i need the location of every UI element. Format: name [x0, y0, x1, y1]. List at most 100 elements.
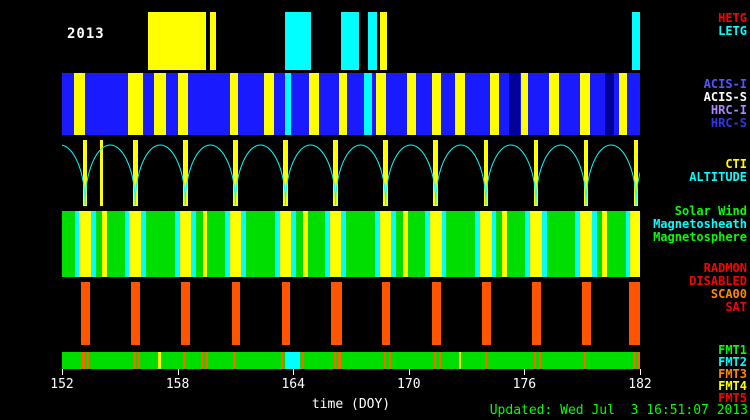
band-segment [281, 282, 291, 345]
band-segment [82, 140, 88, 206]
band-segment [525, 211, 531, 277]
tick-label: 158 [165, 377, 190, 392]
band-segment [147, 12, 206, 70]
band-segment [580, 73, 590, 135]
band-label-disabled: DISABLED [689, 274, 747, 288]
band-label-acis-s: ACIS-S [703, 90, 747, 104]
updated-timestamp: Updated: Wed Jul 3 16:51:07 2013 [489, 403, 748, 418]
band-segment [629, 282, 640, 345]
band-segment [177, 73, 189, 135]
band-segment [403, 211, 408, 277]
band-segment [582, 282, 591, 345]
band-segment [618, 73, 627, 135]
band-segment [191, 211, 196, 277]
band-segment [183, 352, 186, 369]
band-segment [480, 211, 492, 277]
band-segment [433, 352, 437, 369]
band-segment [138, 352, 141, 369]
band-segment [181, 282, 191, 345]
band-segment [520, 73, 529, 135]
band-segment [605, 73, 614, 135]
band-label-solar-wind: Solar Wind [674, 204, 747, 218]
band-segment [602, 211, 608, 277]
band-segment [438, 352, 441, 369]
band-radmon [62, 282, 640, 345]
band-telemetry-format [62, 352, 640, 369]
band-segment [140, 211, 146, 277]
band-segment [280, 352, 283, 369]
band-segment [324, 211, 330, 277]
band-segment [633, 140, 639, 206]
band-segment [383, 140, 388, 206]
band-segment [154, 73, 167, 135]
band-segment [79, 211, 91, 277]
band-segment [283, 140, 288, 206]
band-segment [638, 352, 640, 369]
band-segment [458, 352, 462, 369]
label-group-solar-wind: Solar Wind Magnetosheath Magnetosphere [653, 205, 747, 244]
band-segment [99, 140, 104, 206]
band-label-hetg: HETG [718, 11, 747, 25]
band-label-cti: CTI [725, 157, 747, 171]
band-segment [90, 211, 96, 277]
band-segment [233, 140, 238, 206]
band-segment [73, 73, 86, 135]
band-segment [530, 211, 542, 277]
band-segment [74, 211, 80, 277]
band-segment [455, 73, 465, 135]
band-segment [302, 211, 308, 277]
band-segment [241, 211, 246, 277]
label-group-radmon: RADMON DISABLED SCA00 SAT [689, 262, 747, 314]
band-label-fmt5: FMT5 [718, 391, 747, 405]
band-label-fmt4: FMT4 [718, 379, 747, 393]
band-segment [379, 12, 387, 70]
band-segment [406, 73, 417, 135]
x-axis-ticks [62, 369, 641, 375]
band-segment [532, 282, 541, 345]
band-segment [274, 211, 280, 277]
band-segment [502, 211, 508, 277]
band-segment [475, 211, 481, 277]
band-segment [433, 140, 439, 206]
band-label-sat: SAT [725, 300, 747, 314]
band-label-radmon: RADMON [703, 261, 747, 275]
band-segment [591, 211, 597, 277]
band-segment [484, 352, 488, 369]
label-group-gratings: HETG LETG [718, 12, 747, 38]
band-segment [333, 140, 338, 206]
tick-label: 182 [628, 377, 652, 392]
band-segment [534, 352, 537, 369]
band-segment [224, 211, 230, 277]
band-segment [541, 211, 547, 277]
band-segment [391, 211, 397, 277]
band-segment [483, 140, 489, 206]
band-segment [174, 211, 180, 277]
band-segment [132, 140, 138, 206]
band-segment [633, 352, 636, 369]
band-segment [580, 211, 592, 277]
band-label-fmt3: FMT3 [718, 367, 747, 381]
band-segment [508, 73, 520, 135]
band-segment [87, 352, 90, 369]
band-segment [429, 211, 442, 277]
band-segment [229, 73, 239, 135]
band-segment [182, 140, 188, 206]
band-segment [200, 352, 204, 369]
band-segment [379, 211, 392, 277]
band-segment [338, 352, 341, 369]
tick-mark [640, 369, 641, 375]
tick-label: 164 [281, 377, 305, 392]
band-segment [341, 211, 347, 277]
band-label-fmt2: FMT2 [718, 355, 747, 369]
band-label-sca00: SCA00 [710, 287, 747, 301]
band-altitude [62, 140, 640, 206]
label-group-instruments: ACIS-I ACIS-S HRC-I HRC-S [704, 78, 747, 130]
band-label-magnetosheath: Magnetosheath [653, 217, 747, 231]
band-segment [158, 352, 161, 369]
band-segment [375, 211, 380, 277]
band-segment [630, 211, 640, 277]
band-segment [133, 352, 136, 369]
band-segment [284, 352, 300, 369]
tick-mark [408, 369, 410, 375]
